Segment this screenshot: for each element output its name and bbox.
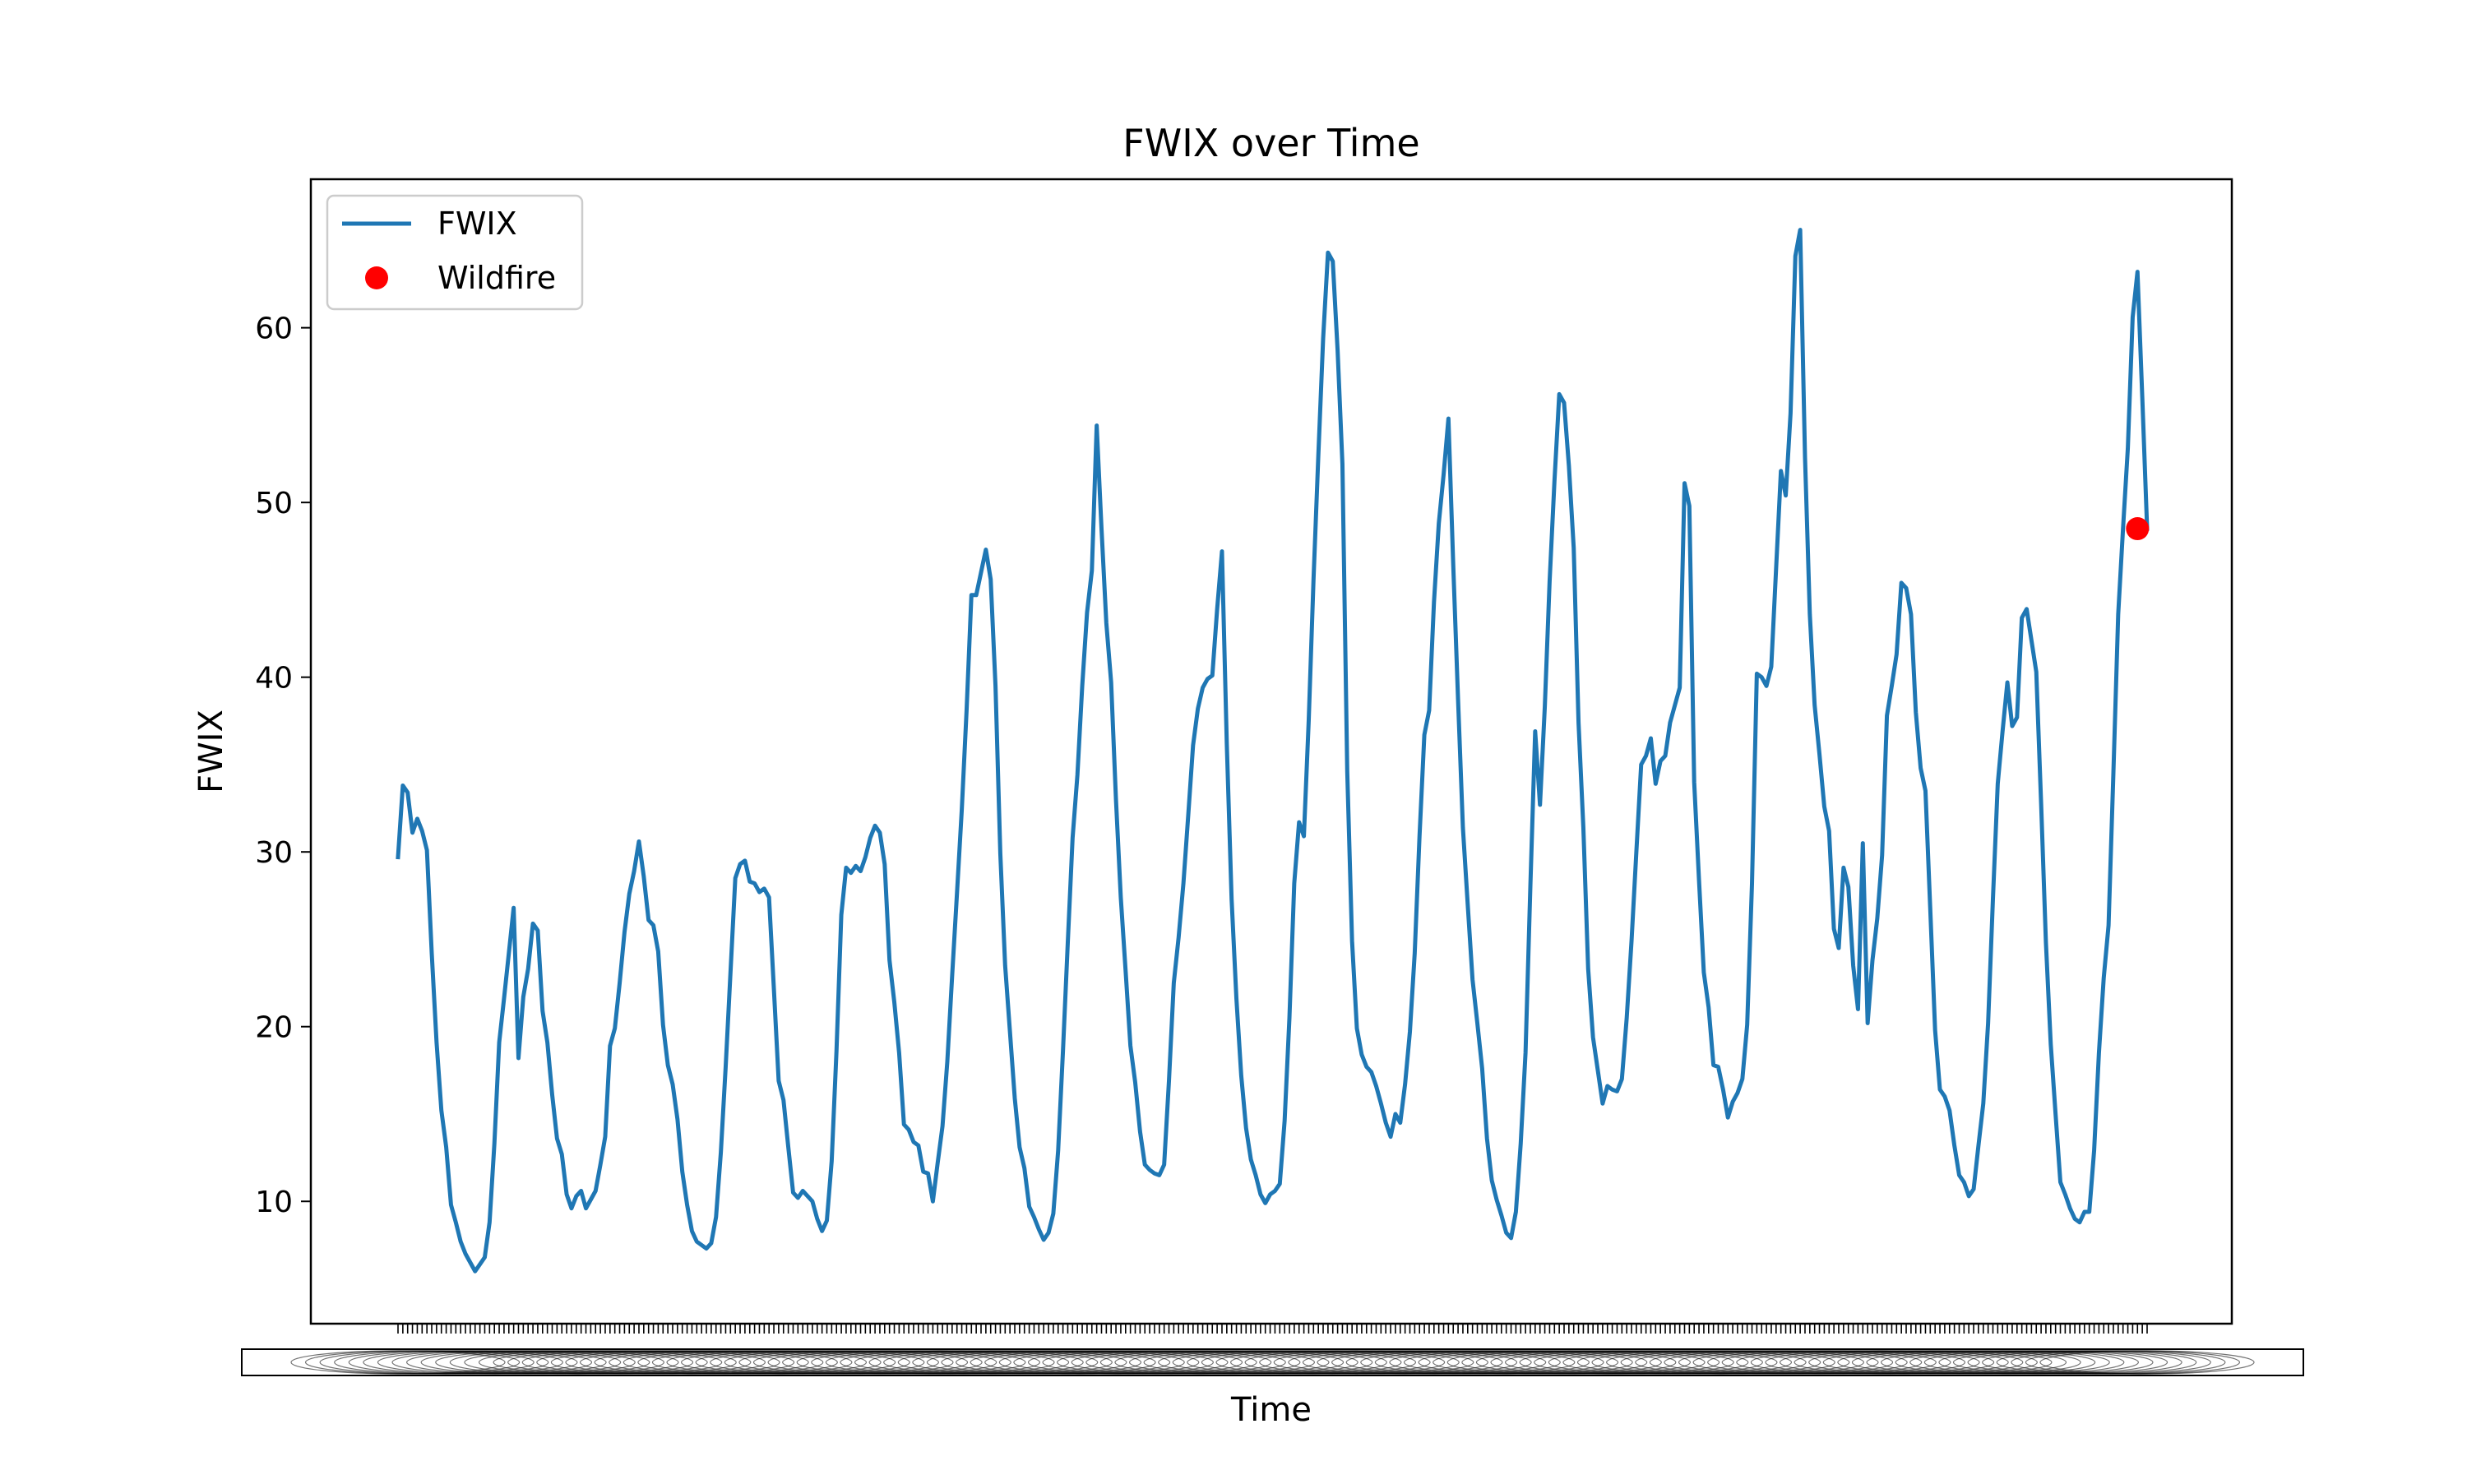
legend-swatch-wildfire [365, 266, 388, 289]
x-axis-ticks [397, 1324, 2148, 1334]
y-tick-label: 30 [255, 836, 293, 870]
x-axis-tick-labels [241, 1348, 2304, 1376]
y-tick-label: 20 [255, 1011, 293, 1045]
y-tick-label: 40 [255, 662, 293, 696]
series-line-fwix [396, 228, 2150, 1274]
x-tick-label-band [241, 1348, 2304, 1376]
legend: FWIX Wildfire [326, 194, 584, 311]
x-axis-label: Time [1230, 1391, 1312, 1429]
y-tick-label: 10 [255, 1186, 293, 1219]
y-tick-label: 60 [255, 312, 293, 346]
x-tick-label-glyphs [2039, 1350, 2255, 1375]
y-axis-label: FWIX [192, 710, 230, 793]
plot-area [311, 179, 2232, 1324]
plot-frame [309, 178, 2233, 1325]
legend-label-wildfire: Wildfire [437, 260, 556, 296]
y-tick-label: 50 [255, 487, 293, 520]
series-point-wildfire [2126, 517, 2150, 541]
legend-label-fwix: FWIX [437, 206, 517, 242]
y-axis-ticks: 10 20 30 40 50 60 [255, 312, 311, 1219]
chart-title: FWIX over Time [1122, 121, 1419, 165]
